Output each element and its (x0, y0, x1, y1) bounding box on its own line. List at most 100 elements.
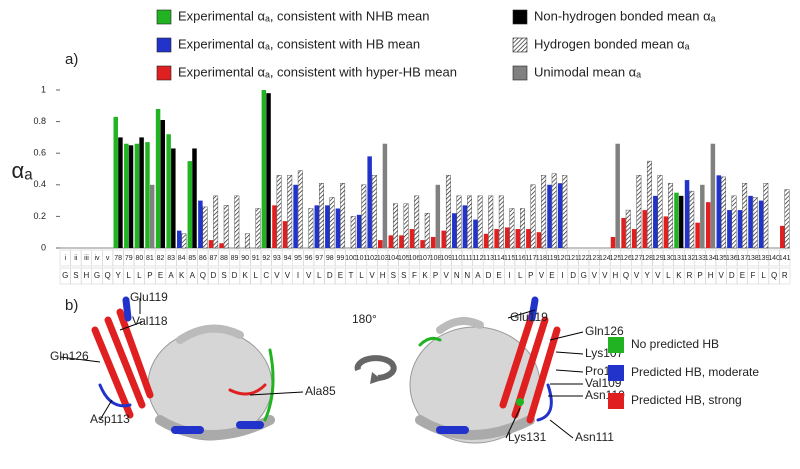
mean-bar (456, 195, 462, 249)
experimental-bar (272, 205, 277, 248)
label-leader (549, 419, 574, 439)
mean-bar (340, 183, 346, 249)
mean-bar (646, 160, 652, 249)
sequence-letter: A (168, 271, 174, 280)
experimental-bar (452, 213, 457, 248)
sequence-letter: V (655, 271, 661, 280)
mean-bar (171, 148, 176, 248)
structure-legend-swatch (608, 337, 624, 353)
sequence-letter: S (221, 271, 226, 280)
x-tick-label: 103 (377, 255, 389, 262)
x-tick-label: 111 (462, 255, 473, 262)
x-tick-label: 127 (631, 255, 643, 262)
legend-swatch (512, 65, 528, 81)
y-tick-label: 0.6 (33, 148, 46, 158)
sequence-letter: L (253, 271, 258, 280)
x-tick-label: 124 (599, 255, 611, 262)
residue-label: Ala85 (305, 384, 336, 398)
sequence-letter: G (581, 271, 587, 280)
mean-bar (234, 195, 240, 249)
experimental-bar (526, 229, 531, 248)
experimental-bar (124, 143, 129, 248)
x-tick-label: 116 (515, 255, 526, 262)
residue-label: Gln126 (50, 349, 89, 363)
mean-bar (668, 183, 674, 249)
x-tick-label: iv (94, 255, 100, 262)
sequence-letter: N (464, 271, 470, 280)
experimental-bar (631, 229, 637, 248)
mean-bar (784, 189, 790, 249)
residue-label: Val118 (132, 314, 168, 328)
mean-bar (752, 197, 758, 249)
experimental-bar (367, 156, 372, 248)
sequence-letter: E (158, 271, 163, 280)
sequence-letter: E (549, 271, 554, 280)
sequence-letter: Q (623, 271, 629, 280)
legend-swatch (156, 65, 172, 81)
mean-bar (467, 195, 473, 249)
sequence-letter: Q (200, 271, 206, 280)
sequence-letter: S (401, 271, 406, 280)
sequence-letter: F (412, 271, 417, 280)
legend-label: Hydrogen bonded mean αₐ (534, 36, 690, 51)
x-tick-label: 88 (220, 255, 228, 262)
sequence-letter: R (687, 271, 693, 280)
experimental-bar (356, 214, 362, 248)
x-tick-label: v (106, 255, 110, 262)
structure-legend-swatch (608, 393, 624, 409)
x-tick-label: ii (74, 255, 78, 262)
x-tick-label: 120 (557, 255, 569, 262)
x-tick-label: 97 (315, 255, 323, 262)
mean-bar (689, 190, 695, 249)
mean-bar (276, 175, 282, 249)
sequence-letter: E (496, 271, 501, 280)
sequence-letter: S (391, 271, 396, 280)
mean-bar (445, 175, 451, 249)
x-tick-label: 139 (758, 255, 770, 262)
experimental-bar (621, 217, 626, 248)
mean-bar (742, 183, 748, 249)
y-axis-label: αₐ (12, 158, 34, 183)
residue-label: Glu119 (130, 290, 168, 304)
mean-bar (541, 175, 547, 249)
x-tick-label: 125 (610, 255, 622, 262)
mean-bar (329, 197, 335, 249)
sequence-letter: V (539, 271, 545, 280)
experimental-bar (653, 195, 658, 248)
x-tick-label: 82 (157, 255, 165, 262)
sequence-letter: V (285, 271, 291, 280)
sequence-letter: L (317, 271, 322, 280)
sequence-letter: V (274, 271, 280, 280)
mean-bar (181, 233, 187, 249)
structure-legend-label: Predicted HB, strong (631, 393, 742, 407)
y-tick-label: 1 (41, 84, 46, 94)
experimental-bar (758, 200, 764, 248)
residue-label: Glu119 (510, 310, 548, 324)
x-tick-label: 126 (620, 255, 632, 262)
sequence-letter: H (708, 271, 714, 280)
x-tick-label: 93 (273, 255, 281, 262)
x-tick-label: 81 (146, 255, 154, 262)
mean-bar (371, 175, 377, 249)
experimental-bar (515, 229, 521, 248)
structure-legend-swatch (608, 365, 624, 381)
x-tick-label: 134 (705, 255, 717, 262)
x-tick-label: 98 (326, 255, 334, 262)
mean-bar (223, 205, 229, 249)
mean-bar (424, 213, 430, 249)
sequence-letter: Y (645, 271, 651, 280)
label-leader (555, 351, 584, 355)
x-tick-label: 112 (472, 255, 483, 262)
sequence-letter: C (263, 271, 269, 280)
x-tick-label: 115 (504, 255, 515, 262)
x-tick-label: 128 (641, 255, 653, 262)
x-tick-label: 109 (440, 255, 452, 262)
label-leader (555, 369, 584, 373)
mean-bar (562, 175, 568, 249)
sequence-letter: R (782, 271, 788, 280)
sequence-letter: V (443, 271, 449, 280)
label-leader (507, 309, 536, 319)
sequence-letter: K (242, 271, 248, 280)
experimental-bar (335, 208, 341, 248)
sequence-letter: P (147, 271, 152, 280)
